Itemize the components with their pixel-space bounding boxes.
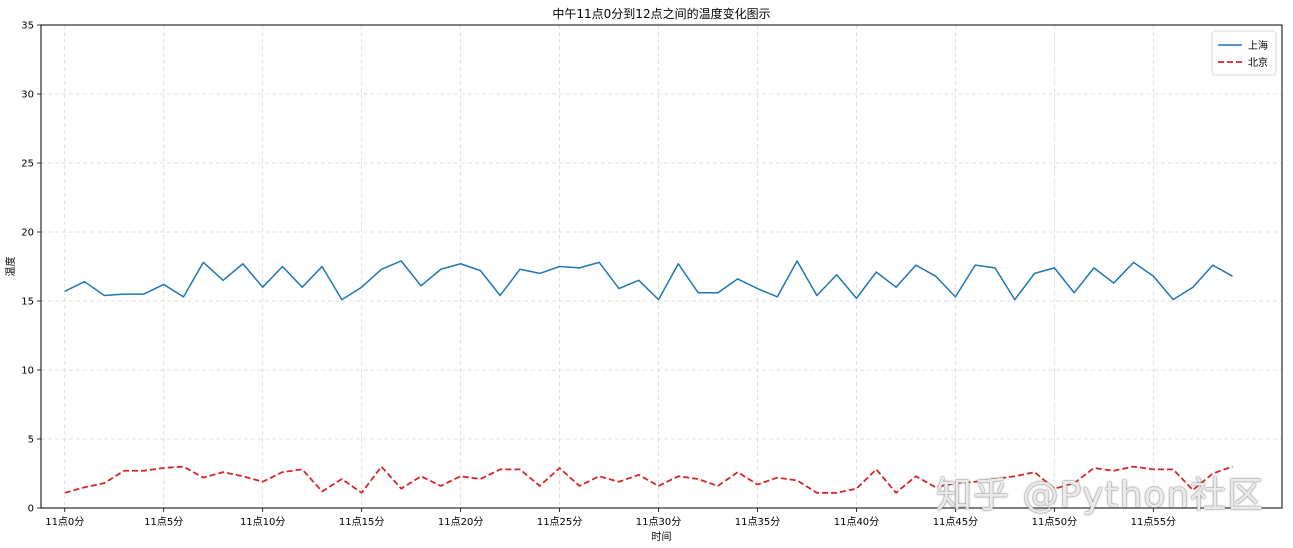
series-layer [64,260,1233,494]
legend-label-2: 北京 [1248,56,1268,69]
axis-layer: 0 5 10 15 20 25 30 35 11点0分 11点5分 11点10分 11点15分 11点2… [21,21,1176,529]
legend-label-1: 上海 [1248,39,1268,52]
series-line-1 [64,260,1233,301]
y-tick-label: 5 [28,435,34,446]
chart-title: 中午11点0分到12点之间的温度变化图示 [552,6,770,21]
legend-box [1211,30,1277,76]
watermark: 知乎 @Python社区 [936,475,1265,516]
series-line-2 [64,465,1233,494]
y-tick-label: 25 [21,159,34,170]
y-tick-label: 15 [21,297,34,308]
x-tick-label: 11点20分 [438,516,483,528]
x-tick-label: 11点45分 [933,516,978,528]
grid-layer [41,24,1282,509]
x-tick-label: 11点55分 [1131,516,1176,528]
x-tick-label: 11点30分 [636,516,681,528]
y-tick-label: 0 [28,504,34,515]
y-tick-label: 10 [21,366,34,377]
x-tick-label: 11点5分 [144,516,183,528]
y-tick-label: 20 [21,228,34,239]
x-tick-label: 11点50分 [1032,516,1077,528]
y-tick-label: 30 [21,90,34,101]
y-axis-label: 温度 [4,257,17,277]
x-tick-label: 11点10分 [240,516,285,528]
x-tick-label: 11点0分 [45,516,84,528]
plot-frame [40,24,1283,509]
x-tick-label: 11点25分 [537,516,582,528]
x-tick-label: 11点40分 [834,516,879,528]
y-tick-label: 35 [21,21,34,32]
x-tick-label: 11点15分 [339,516,384,528]
x-tick-label: 11点35分 [735,516,780,528]
x-axis-label: 时间 [652,530,672,543]
